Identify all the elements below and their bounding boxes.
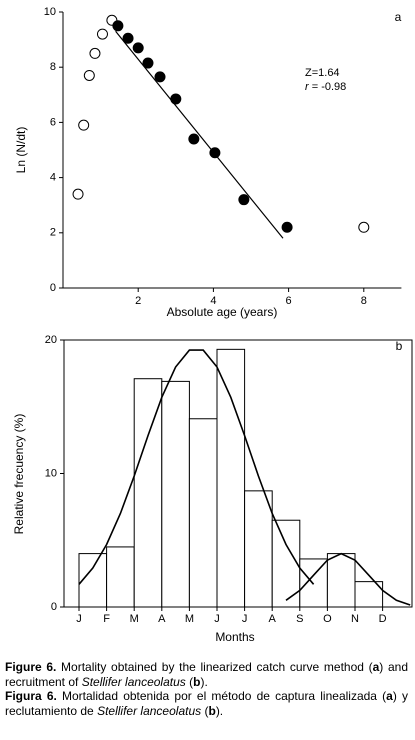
x-tick-label: N bbox=[351, 613, 359, 625]
y-tick-label: 20 bbox=[45, 334, 57, 346]
bar bbox=[216, 348, 246, 608]
bar bbox=[133, 378, 163, 608]
annotation: r = -0.98 bbox=[305, 81, 346, 93]
annotation-part: Z=1.64 bbox=[305, 67, 340, 79]
caption-text: a bbox=[386, 689, 393, 703]
open-point bbox=[83, 69, 95, 81]
x-tick-label: F bbox=[103, 613, 110, 625]
fit-curve bbox=[285, 552, 411, 606]
x-tick-label: D bbox=[379, 613, 387, 625]
x-tick-label: M bbox=[130, 613, 139, 625]
annotation-part: r bbox=[305, 81, 310, 93]
y-tick-label: 10 bbox=[44, 6, 56, 18]
y-tick-label: 8 bbox=[50, 61, 56, 73]
annotation: Z=1.64 bbox=[305, 67, 340, 79]
x-tick-label: M bbox=[185, 613, 194, 625]
caption-text: ). bbox=[200, 674, 208, 689]
x-tick-label: J bbox=[214, 613, 220, 625]
caption-text: ( bbox=[185, 674, 194, 689]
bar bbox=[244, 490, 273, 608]
bar bbox=[188, 418, 218, 608]
filled-point bbox=[142, 57, 154, 69]
panel-label: a bbox=[395, 10, 402, 24]
filled-point bbox=[154, 71, 166, 83]
caption-paragraph: Figura 6. Mortalidad obtenida por el mét… bbox=[5, 689, 408, 718]
y-axis-label: Ln (N/dt) bbox=[14, 127, 28, 174]
caption: Figure 6. Mortality obtained by the line… bbox=[5, 660, 408, 718]
open-point bbox=[78, 119, 90, 131]
caption-text: Figura 6. bbox=[5, 689, 57, 703]
bar bbox=[299, 558, 328, 608]
filled-point bbox=[132, 42, 144, 54]
x-tick-label: S bbox=[296, 613, 303, 625]
filled-point bbox=[170, 93, 182, 105]
filled-point bbox=[188, 133, 200, 145]
open-point bbox=[358, 221, 370, 233]
y-tick-label: 2 bbox=[50, 227, 56, 239]
filled-point bbox=[238, 194, 250, 206]
filled-point bbox=[281, 221, 293, 233]
caption-text: b bbox=[193, 674, 201, 689]
x-tick-label: 6 bbox=[286, 295, 292, 307]
x-tick-label: A bbox=[269, 613, 277, 625]
caption-text: Stellifer lanceolatus bbox=[97, 703, 202, 718]
bar bbox=[106, 546, 135, 608]
y-tick-label: 0 bbox=[51, 601, 57, 613]
x-axis-label: Months bbox=[215, 630, 254, 644]
caption-paragraph: Figure 6. Mortality obtained by the line… bbox=[5, 660, 408, 689]
y-tick-label: 4 bbox=[50, 172, 56, 184]
x-tick-label: 4 bbox=[210, 295, 216, 307]
filled-point bbox=[122, 32, 134, 44]
y-tick-label: 0 bbox=[50, 282, 56, 294]
panel-label: b bbox=[396, 339, 403, 353]
x-tick-label: 8 bbox=[361, 295, 367, 307]
bar bbox=[326, 553, 356, 608]
x-tick-label: A bbox=[158, 613, 166, 625]
bar bbox=[161, 380, 190, 608]
caption-text: Stellifer lanceolatus bbox=[81, 674, 186, 689]
x-tick-label: J bbox=[242, 613, 248, 625]
y-tick-label: 10 bbox=[45, 467, 57, 479]
fit-curve bbox=[78, 349, 315, 585]
caption-text: Figure 6. bbox=[5, 660, 57, 674]
open-point bbox=[96, 28, 108, 40]
caption-text: ) and recruitment of bbox=[5, 660, 408, 689]
caption-text: b bbox=[208, 703, 216, 718]
caption-text: ( bbox=[201, 703, 209, 718]
caption-text: Mortalidad obtenida por el método de cap… bbox=[56, 689, 387, 703]
y-axis-label: Relative frecuency (%) bbox=[12, 414, 26, 535]
x-axis-label: Absolute age (years) bbox=[167, 305, 278, 319]
caption-text: ). bbox=[215, 703, 224, 718]
annotation-part: = -0.98 bbox=[309, 81, 347, 93]
y-tick-label: 6 bbox=[50, 116, 56, 128]
x-tick-label: O bbox=[323, 613, 332, 625]
filled-point bbox=[112, 20, 124, 32]
x-tick-label: 2 bbox=[135, 295, 141, 307]
caption-text: ) y reclutamiento de bbox=[5, 689, 408, 718]
figure: 0 2 4 6 8 10 2 4 6 8 Absolute age (years) Ln (N/dt)… bbox=[12, 6, 413, 644]
caption-text: a bbox=[372, 660, 380, 674]
fit-line bbox=[115, 30, 284, 239]
x-tick-label: J bbox=[76, 613, 82, 625]
open-point bbox=[72, 188, 84, 200]
open-point bbox=[89, 47, 101, 59]
caption-text: Mortality obtained by the linearized cat… bbox=[56, 660, 373, 674]
